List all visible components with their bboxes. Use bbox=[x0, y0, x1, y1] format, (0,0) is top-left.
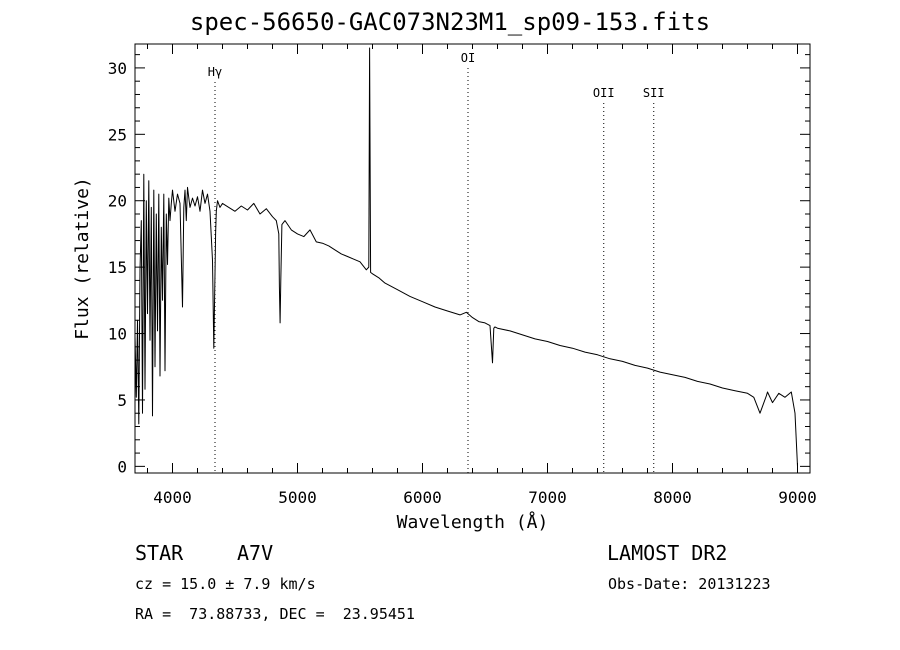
y-axis-label: Flux (relative) bbox=[72, 177, 93, 340]
coordinates: RA = 73.88733, DEC = 23.95451 bbox=[135, 605, 415, 623]
y-tick-label: 0 bbox=[117, 457, 127, 476]
x-tick-label: 6000 bbox=[403, 488, 442, 507]
obs-date: Obs-Date: 20131223 bbox=[608, 575, 771, 593]
x-tick-label: 5000 bbox=[278, 488, 317, 507]
x-tick-label: 8000 bbox=[653, 488, 692, 507]
y-tick-label: 15 bbox=[108, 258, 127, 277]
chart-title: spec-56650-GAC073N23M1_sp09-153.fits bbox=[189, 8, 711, 36]
plot-frame bbox=[134, 43, 811, 474]
y-tick-label: 10 bbox=[108, 325, 127, 344]
line-label: OII bbox=[593, 86, 615, 100]
line-annotations: Hγ OI OII SII bbox=[208, 51, 665, 473]
x-tick-label: 4000 bbox=[153, 488, 192, 507]
y-tick-label: 5 bbox=[117, 391, 127, 410]
y-tick-label: 25 bbox=[108, 125, 127, 144]
axis-ticks: 4000 5000 6000 7000 8000 9000 0 5 10 15 20 25 30 bbox=[108, 44, 817, 507]
object-class: STAR bbox=[135, 541, 184, 565]
line-label: Hγ bbox=[208, 65, 222, 79]
redshift-text: cz = 15.0 ± 7.9 km/s bbox=[135, 575, 316, 593]
spectrum-series-line bbox=[134, 47, 798, 467]
x-tick-label: 9000 bbox=[778, 488, 817, 507]
line-label: SII bbox=[643, 86, 665, 100]
y-tick-label: 20 bbox=[108, 192, 127, 211]
x-tick-label: 7000 bbox=[528, 488, 567, 507]
y-tick-label: 30 bbox=[108, 59, 127, 78]
line-label: OI bbox=[461, 51, 475, 65]
x-axis-label: Wavelength (Å) bbox=[397, 511, 549, 533]
survey-name: LAMOST DR2 bbox=[607, 541, 728, 565]
object-subclass: A7V bbox=[237, 541, 274, 565]
